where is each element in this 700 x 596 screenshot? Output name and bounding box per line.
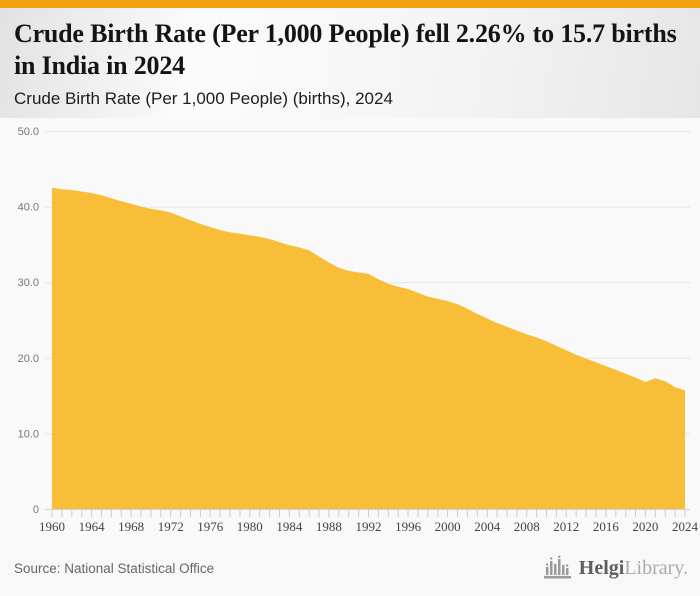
x-tick-label: 2000	[435, 519, 461, 534]
y-tick-label: 30.0	[18, 277, 39, 289]
logo-text: HelgiLibrary.	[579, 557, 688, 580]
chart-footer: Source: National Statistical Office Helg…	[0, 540, 700, 596]
chart-subtitle: Crude Birth Rate (Per 1,000 People) (bir…	[14, 89, 393, 108]
x-tick-label: 2004	[474, 519, 501, 534]
x-tick-label: 2008	[514, 519, 540, 534]
x-tick-label: 1960	[39, 519, 65, 534]
x-tick-label: 1976	[197, 519, 224, 534]
x-tick-label: 1968	[118, 519, 144, 534]
y-tick-label: 20.0	[18, 353, 39, 365]
x-tick-label: 2024	[672, 519, 699, 534]
x-tick-label: 1984	[276, 519, 303, 534]
logo-text-helgi: Helgi	[578, 556, 625, 579]
x-tick-label: 1996	[395, 519, 422, 534]
area-series	[52, 187, 685, 509]
page-title: Crude Birth Rate (Per 1,000 People) fell…	[14, 19, 677, 80]
x-tick-label: 2012	[553, 519, 579, 534]
x-tick-label: 1988	[316, 519, 342, 534]
chart-header: Crude Birth Rate (Per 1,000 People) fell…	[0, 8, 700, 118]
logo-text-library: Library.	[624, 556, 688, 579]
source-label: Source: National Statistical Office	[14, 561, 215, 576]
x-tick-label: 1980	[237, 519, 263, 534]
y-tick-label: 0	[33, 504, 39, 516]
y-tick-label: 50.0	[18, 126, 39, 138]
x-tick-label: 1964	[79, 519, 106, 534]
x-tick-label: 2020	[632, 519, 658, 534]
y-tick-label: 10.0	[18, 428, 39, 440]
birth-rate-area-chart: 1960 1964 1968 1972 1976 1980 1984 1988 1992 1996…	[18, 126, 699, 534]
chart-area: 1960 1964 1968 1972 1976 1980 1984 1988 1992 1996…	[0, 118, 700, 540]
bar-chart-logo-icon	[543, 555, 571, 579]
helgi-library-logo[interactable]: HelgiLibrary.	[543, 552, 688, 584]
x-tick-label: 1992	[356, 519, 382, 534]
x-tick-label: 1972	[158, 519, 184, 534]
y-tick-label: 40.0	[18, 202, 39, 214]
accent-top-bar	[0, 0, 700, 8]
x-tick-label: 2016	[593, 519, 620, 534]
